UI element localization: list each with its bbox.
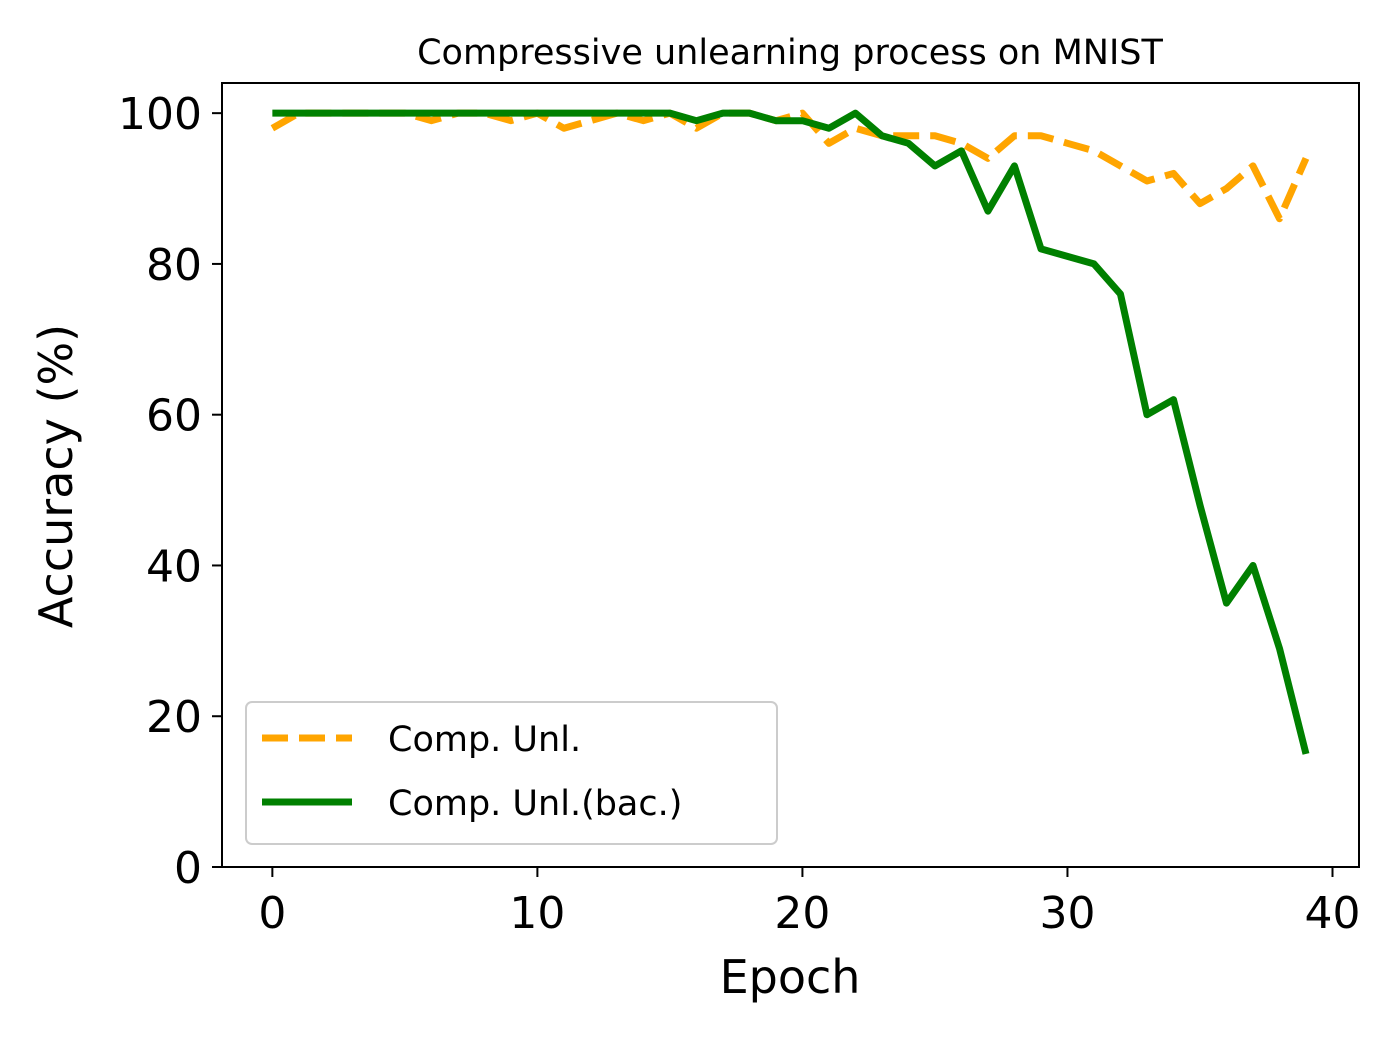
legend-label-comp-unl: Comp. Unl. <box>388 720 581 760</box>
legend: Comp. Unl. Comp. Unl.(bac.) <box>245 701 778 845</box>
y-tick-label: 100 <box>118 89 202 140</box>
x-tick-label: 0 <box>258 888 286 939</box>
chart-title: Compressive unlearning process on MNIST <box>417 33 1163 73</box>
legend-label-comp-unl-bac: Comp. Unl.(bac.) <box>388 784 682 824</box>
y-axis: 0 20 40 60 80 100 <box>118 89 222 894</box>
y-tick-label: 0 <box>174 843 202 894</box>
x-tick-label: 30 <box>1039 888 1095 939</box>
series-layer <box>270 109 1310 755</box>
y-tick-label: 40 <box>146 541 202 592</box>
plot-area <box>221 82 1360 868</box>
y-tick-label: 80 <box>146 240 202 291</box>
y-tick-label: 20 <box>146 692 202 743</box>
x-tick-label: 10 <box>509 888 565 939</box>
series-line-comp-unl <box>270 109 1310 223</box>
legend-box <box>245 701 778 845</box>
y-axis-label: Accuracy (%) <box>29 324 83 628</box>
y-tick-label: 60 <box>146 391 202 442</box>
x-axis: 0 10 20 30 40 <box>258 867 1360 939</box>
x-axis-label: Epoch <box>720 950 861 1004</box>
x-tick-label: 20 <box>774 888 830 939</box>
series-line-comp-unl-bac <box>272 109 1310 755</box>
x-tick-label: 40 <box>1304 888 1360 939</box>
